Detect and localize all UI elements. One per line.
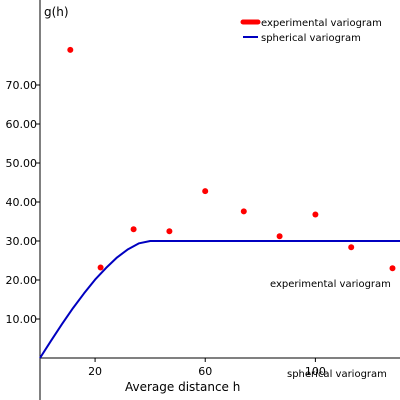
- y-axis-label: g(h): [44, 5, 69, 19]
- y-tick-label: 60.00: [6, 118, 38, 131]
- spherical-variogram-line: [39, 240, 400, 359]
- y-tick-label: 70.00: [6, 79, 38, 92]
- annotation-experimental: experimental variogram: [270, 279, 391, 290]
- legend-label-experimental: experimental variogram: [261, 18, 382, 29]
- y-tick-label: 30.00: [6, 235, 38, 248]
- experimental-variogram-point: [389, 265, 396, 272]
- experimental-variogram-point: [130, 226, 137, 233]
- legend: experimental variogram spherical variogr…: [240, 14, 382, 48]
- legend-label-spherical: spherical variogram: [261, 33, 361, 44]
- y-tick-label: 40.00: [6, 196, 38, 209]
- experimental-variogram-point: [312, 211, 319, 218]
- x-tick-label: 20: [88, 365, 102, 378]
- legend-box: [240, 14, 382, 48]
- experimental-variogram-point: [202, 188, 209, 195]
- experimental-variogram-point: [97, 264, 104, 271]
- experimental-variogram-point: [67, 46, 74, 53]
- experimental-variogram-point: [240, 208, 247, 215]
- experimental-variogram-point: [166, 228, 173, 235]
- y-tick-label: 10.00: [6, 313, 38, 326]
- x-tick-label: 60: [198, 365, 212, 378]
- ticks: 10.00 20.00 30.00 40.00 50.00 60.00 70.00 20 60 1…: [6, 79, 326, 378]
- x-axis-label: Average distance h: [125, 380, 240, 394]
- experimental-variogram-point: [348, 244, 355, 251]
- annotation-spherical: spherical variogram: [287, 369, 387, 380]
- axes: [39, 0, 400, 400]
- x-tick-label: 100: [305, 365, 326, 378]
- y-tick-label: 20.00: [6, 274, 38, 287]
- series: [39, 46, 400, 359]
- experimental-variogram-point: [276, 233, 283, 240]
- y-tick-label: 50.00: [6, 157, 38, 170]
